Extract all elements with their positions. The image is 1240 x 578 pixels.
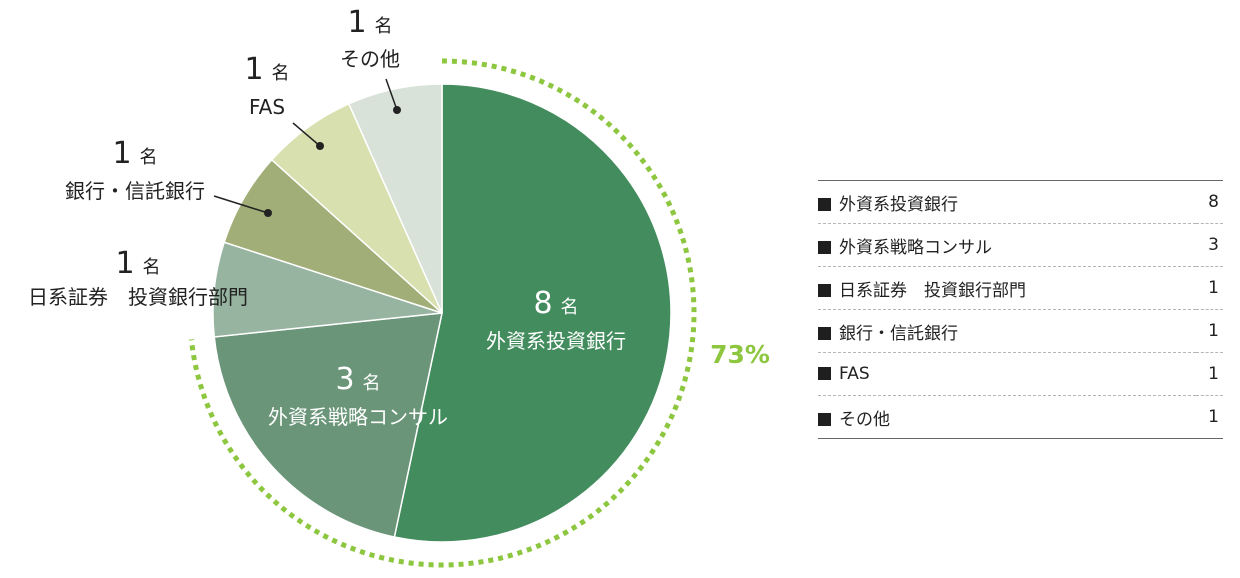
- legend-marker-icon: [818, 283, 831, 297]
- legend-row: 銀行・信託銀行 1: [818, 309, 1223, 353]
- legend-label: FAS: [839, 364, 870, 384]
- slice-category-label: その他: [340, 47, 400, 71]
- leader-dot: [316, 142, 324, 150]
- slice-category-label: 日系証券 投資銀行部門: [28, 285, 248, 309]
- legend-marker-icon: [818, 197, 831, 211]
- leader-dot: [264, 209, 272, 217]
- leader-line: [213, 195, 269, 214]
- legend-marker-icon: [818, 240, 831, 254]
- slice-category-label: 銀行・信託銀行: [65, 179, 205, 203]
- legend-value: 1: [1196, 395, 1223, 439]
- pie-slice: [347, 83, 443, 314]
- legend-row: 外資系投資銀行 8: [818, 180, 1223, 224]
- leader-line: [385, 78, 398, 111]
- legend-value: 1: [1196, 352, 1223, 396]
- slice-category-label: FAS: [249, 95, 285, 119]
- legend-label: 外資系投資銀行: [839, 194, 958, 215]
- legend-label: 外資系戦略コンサル: [839, 237, 992, 258]
- pie-slice: [393, 83, 672, 543]
- leader-line: [292, 122, 321, 147]
- pie-slice: [213, 312, 443, 538]
- slice-category-label: 外資系投資銀行: [486, 329, 626, 353]
- legend-row: その他 1: [818, 395, 1223, 439]
- legend-table: 外資系投資銀行 8 外資系戦略コンサル 3 日系証券 投資銀行部門 1 銀行・信…: [818, 180, 1223, 439]
- legend-label: 銀行・信託銀行: [839, 323, 958, 344]
- legend-value: 1: [1196, 266, 1223, 310]
- legend-marker-icon: [818, 412, 831, 426]
- highlight-arc: [188, 58, 697, 568]
- legend-label: 日系証券 投資銀行部門: [839, 280, 1026, 301]
- legend-label: その他: [839, 409, 890, 430]
- legend-marker-icon: [818, 326, 831, 340]
- leader-dot: [393, 106, 401, 114]
- legend-row: 日系証券 投資銀行部門 1: [818, 266, 1223, 310]
- legend-row: 外資系戦略コンサル 3: [818, 223, 1223, 267]
- legend-value: 3: [1196, 223, 1223, 267]
- legend-row: FAS 1: [818, 352, 1223, 396]
- legend-value: 8: [1196, 180, 1223, 224]
- slice-category-label: 外資系戦略コンサル: [268, 405, 448, 429]
- legend-marker-icon: [818, 367, 831, 380]
- legend-value: 1: [1196, 309, 1223, 353]
- highlight-percentage: 73%: [710, 340, 770, 369]
